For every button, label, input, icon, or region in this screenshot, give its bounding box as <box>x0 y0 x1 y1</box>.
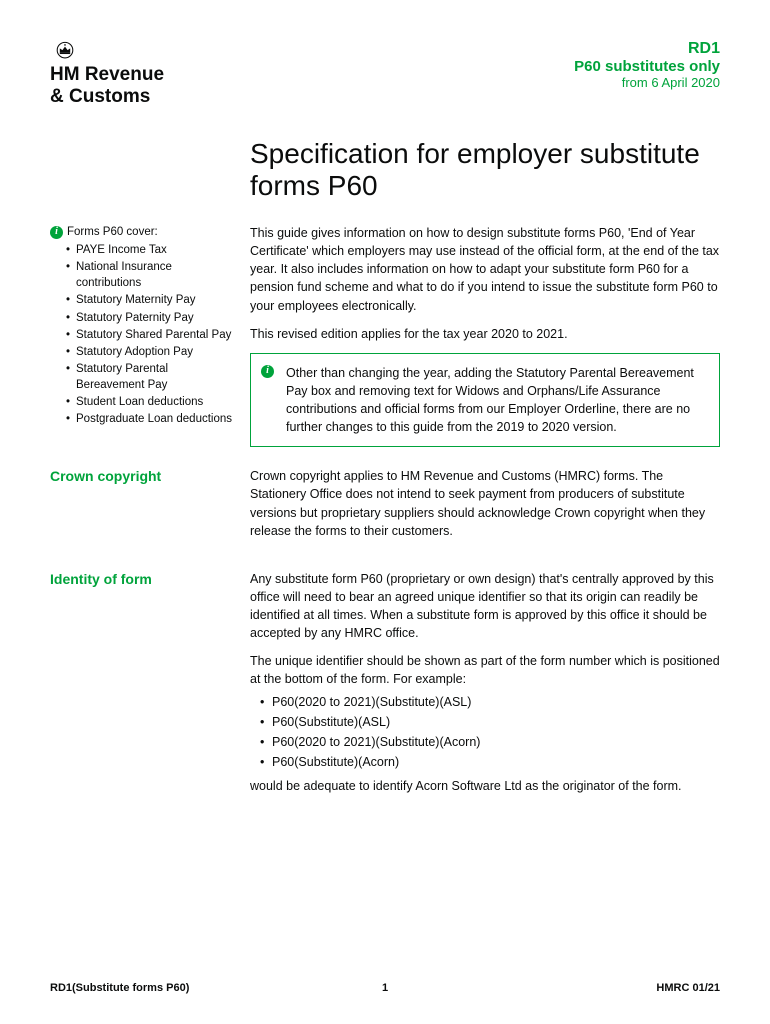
list-item: Statutory Shared Parental Pay <box>68 327 232 343</box>
identity-paragraph: would be adequate to identify Acorn Soft… <box>250 777 720 795</box>
hmrc-logo: HM Revenue & Customs <box>50 40 164 108</box>
crown-row: Crown copyright Crown copyright applies … <box>50 467 720 550</box>
cover-label: Forms P60 cover: <box>67 226 158 238</box>
list-item: Statutory Paternity Pay <box>68 310 232 326</box>
page-footer: RD1(Substitute forms P60) 1 HMRC 01/21 <box>50 982 720 994</box>
crown-paragraph: Crown copyright applies to HM Revenue an… <box>250 467 720 540</box>
form-code: RD1 <box>574 40 720 58</box>
list-item: Student Loan deductions <box>68 394 232 410</box>
header-meta: RD1 P60 substitutes only from 6 April 20… <box>574 40 720 90</box>
intro-paragraph: This revised edition applies for the tax… <box>250 325 720 343</box>
sidebar-cover: i Forms P60 cover: PAYE Income Tax Nation… <box>50 224 232 447</box>
intro-row: i Forms P60 cover: PAYE Income Tax Nation… <box>50 224 720 447</box>
intro-paragraph: This guide gives information on how to d… <box>250 224 720 315</box>
list-item: P60(2020 to 2021)(Substitute)(ASL) <box>260 693 720 711</box>
list-item: Postgraduate Loan deductions <box>68 411 232 427</box>
callout-box: i Other than changing the year, adding t… <box>250 353 720 448</box>
crown-body: Crown copyright applies to HM Revenue an… <box>250 467 720 550</box>
form-subtitle: P60 substitutes only <box>574 58 720 75</box>
section-heading-sidebar: Crown copyright <box>50 467 232 550</box>
identity-paragraph: The unique identifier should be shown as… <box>250 652 720 688</box>
crown-heading: Crown copyright <box>50 467 232 487</box>
logo-text: HM Revenue & Customs <box>50 64 164 108</box>
identity-body: Any substitute form P60 (proprietary or … <box>250 570 720 805</box>
info-icon: i <box>50 226 63 239</box>
footer-page-number: 1 <box>50 982 720 994</box>
section-heading-sidebar: Identity of form <box>50 570 232 805</box>
list-item: Statutory Parental Bereavement Pay <box>68 361 232 393</box>
identity-paragraph: Any substitute form P60 (proprietary or … <box>250 570 720 643</box>
list-item: P60(Substitute)(Acorn) <box>260 753 720 771</box>
header: HM Revenue & Customs RD1 P60 substitutes… <box>50 40 720 108</box>
form-date: from 6 April 2020 <box>574 75 720 90</box>
identity-examples: P60(2020 to 2021)(Substitute)(ASL) P60(S… <box>250 693 720 772</box>
identity-row: Identity of form Any substitute form P60… <box>50 570 720 805</box>
list-item: PAYE Income Tax <box>68 242 232 258</box>
info-icon: i <box>261 365 274 378</box>
list-item: National Insurance contributions <box>68 259 232 291</box>
crown-icon <box>52 40 78 62</box>
list-item: Statutory Maternity Pay <box>68 292 232 308</box>
list-item: Statutory Adoption Pay <box>68 344 232 360</box>
list-item: P60(2020 to 2021)(Substitute)(Acorn) <box>260 733 720 751</box>
list-item: P60(Substitute)(ASL) <box>260 713 720 731</box>
callout-text: Other than changing the year, adding the… <box>286 364 707 437</box>
cover-list: PAYE Income Tax National Insurance contr… <box>50 242 232 427</box>
page-title: Specification for employer substitute fo… <box>250 138 720 202</box>
identity-heading: Identity of form <box>50 570 232 590</box>
intro-body: This guide gives information on how to d… <box>250 224 720 447</box>
